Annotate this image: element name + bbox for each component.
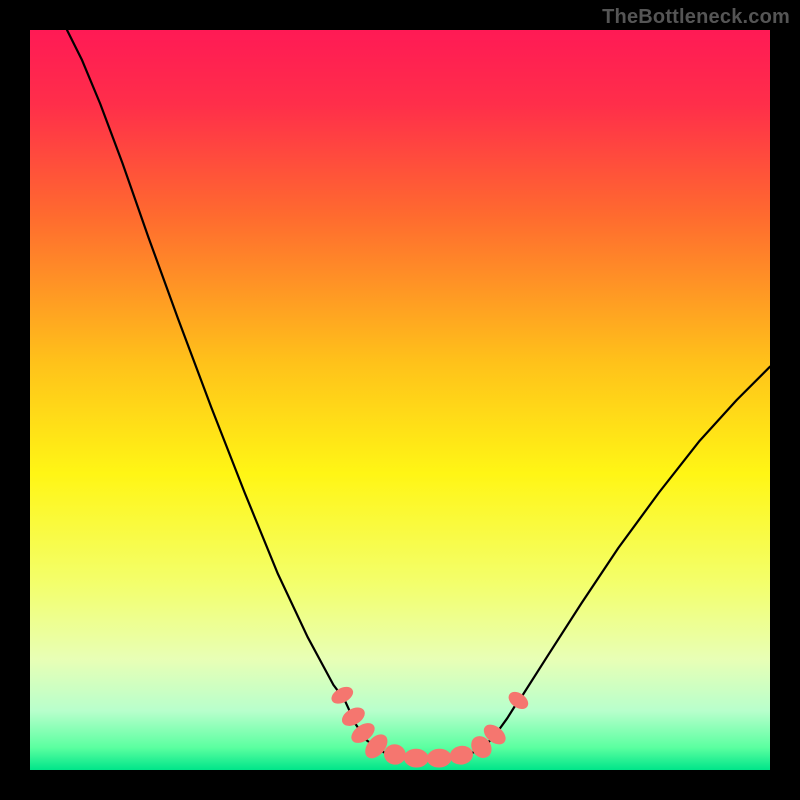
plot-area [30, 30, 770, 770]
gradient-background [30, 30, 770, 770]
outer-frame: TheBottleneck.com [0, 0, 800, 800]
watermark-text: TheBottleneck.com [602, 6, 790, 29]
chart-svg [30, 30, 770, 770]
